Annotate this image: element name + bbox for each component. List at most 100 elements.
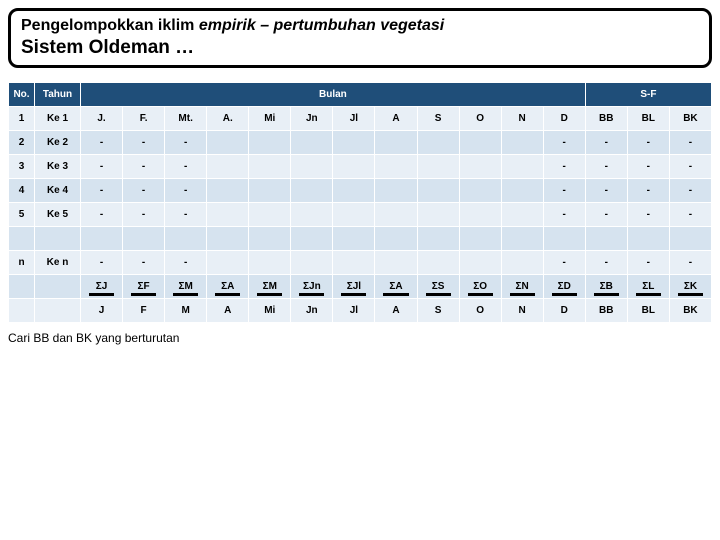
cell-tahun: Ke n <box>35 251 81 275</box>
cell-sf: - <box>585 179 627 203</box>
cell-sf: BK <box>669 299 711 323</box>
cell-month <box>333 179 375 203</box>
cell-month <box>291 179 333 203</box>
cell-month <box>459 227 501 251</box>
cell-no: 3 <box>9 155 35 179</box>
cell-month: A. <box>207 107 249 131</box>
cell-month: - <box>81 251 123 275</box>
cell-sf: - <box>585 203 627 227</box>
cell-month <box>249 227 291 251</box>
cell-month: - <box>123 179 165 203</box>
cell-month: A <box>207 299 249 323</box>
cell-month <box>333 203 375 227</box>
cell-month: - <box>123 131 165 155</box>
cell-month <box>333 227 375 251</box>
cell-sf <box>627 227 669 251</box>
cell-month <box>417 131 459 155</box>
title-seg1: Pengelompokkan iklim <box>21 17 199 34</box>
cell-month: S <box>417 299 459 323</box>
cell-month <box>249 203 291 227</box>
cell-month: O <box>459 107 501 131</box>
cell-month <box>207 131 249 155</box>
cell-month: - <box>81 179 123 203</box>
cell-sf <box>669 227 711 251</box>
cell-month <box>459 155 501 179</box>
cell-month: ΣD <box>543 275 585 299</box>
cell-sf: ΣB <box>585 275 627 299</box>
cell-sf: BB <box>585 299 627 323</box>
cell-month <box>207 227 249 251</box>
cell-sf: - <box>669 179 711 203</box>
cell-month: ΣJl <box>333 275 375 299</box>
cell-month <box>123 227 165 251</box>
cell-no <box>9 275 35 299</box>
cell-sf: - <box>669 155 711 179</box>
cell-no <box>9 227 35 251</box>
cell-month <box>459 251 501 275</box>
cell-sf: - <box>669 131 711 155</box>
cell-tahun: Ke 5 <box>35 203 81 227</box>
cell-sf: ΣL <box>627 275 669 299</box>
cell-month <box>291 227 333 251</box>
cell-month: - <box>123 155 165 179</box>
cell-month: J. <box>81 107 123 131</box>
cell-month <box>375 251 417 275</box>
header-no: No. <box>9 83 35 107</box>
table-row <box>9 227 712 251</box>
table-row: ΣJΣFΣMΣAΣMΣJnΣJlΣAΣSΣOΣNΣDΣBΣLΣK <box>9 275 712 299</box>
cell-month: - <box>123 203 165 227</box>
title-line1: Pengelompokkan iklim empirik – pertumbuh… <box>21 17 699 35</box>
cell-month <box>501 203 543 227</box>
cell-month <box>207 203 249 227</box>
cell-month <box>207 251 249 275</box>
cell-month <box>375 155 417 179</box>
header-sf: S-F <box>585 83 711 107</box>
cell-month <box>81 227 123 251</box>
cell-month: - <box>543 203 585 227</box>
cell-month <box>291 155 333 179</box>
cell-sf: - <box>585 155 627 179</box>
cell-month <box>165 227 207 251</box>
table-body: 1Ke 1J.F.Mt.A.MiJnJlASONDBBBLBK2Ke 2----… <box>9 107 712 323</box>
cell-month <box>249 179 291 203</box>
cell-month: F <box>123 299 165 323</box>
cell-sf: - <box>627 203 669 227</box>
cell-month: ΣM <box>165 275 207 299</box>
cell-no: 4 <box>9 179 35 203</box>
cell-month: O <box>459 299 501 323</box>
cell-no <box>9 299 35 323</box>
cell-month <box>333 251 375 275</box>
cell-month: ΣA <box>375 275 417 299</box>
cell-month: Jn <box>291 299 333 323</box>
cell-no: 1 <box>9 107 35 131</box>
cell-month: D <box>543 107 585 131</box>
cell-tahun: Ke 4 <box>35 179 81 203</box>
cell-month: - <box>543 131 585 155</box>
cell-tahun: Ke 3 <box>35 155 81 179</box>
cell-no: 5 <box>9 203 35 227</box>
table-row: 5Ke 5------- <box>9 203 712 227</box>
cell-month: ΣS <box>417 275 459 299</box>
cell-month <box>375 179 417 203</box>
cell-sf: BB <box>585 107 627 131</box>
cell-month <box>291 251 333 275</box>
cell-month <box>459 179 501 203</box>
cell-month: ΣO <box>459 275 501 299</box>
cell-month <box>291 131 333 155</box>
cell-month: - <box>543 179 585 203</box>
cell-month: ΣF <box>123 275 165 299</box>
cell-month <box>207 179 249 203</box>
cell-month <box>501 155 543 179</box>
cell-month <box>375 203 417 227</box>
cell-month: - <box>123 251 165 275</box>
cell-month: ΣJn <box>291 275 333 299</box>
cell-sf: - <box>627 179 669 203</box>
cell-month: A <box>375 299 417 323</box>
cell-month: Mt. <box>165 107 207 131</box>
cell-month: N <box>501 299 543 323</box>
cell-month: Mi <box>249 299 291 323</box>
cell-month: - <box>165 203 207 227</box>
cell-month <box>291 203 333 227</box>
cell-month <box>501 131 543 155</box>
title-frame: Pengelompokkan iklim empirik – pertumbuh… <box>8 8 712 68</box>
